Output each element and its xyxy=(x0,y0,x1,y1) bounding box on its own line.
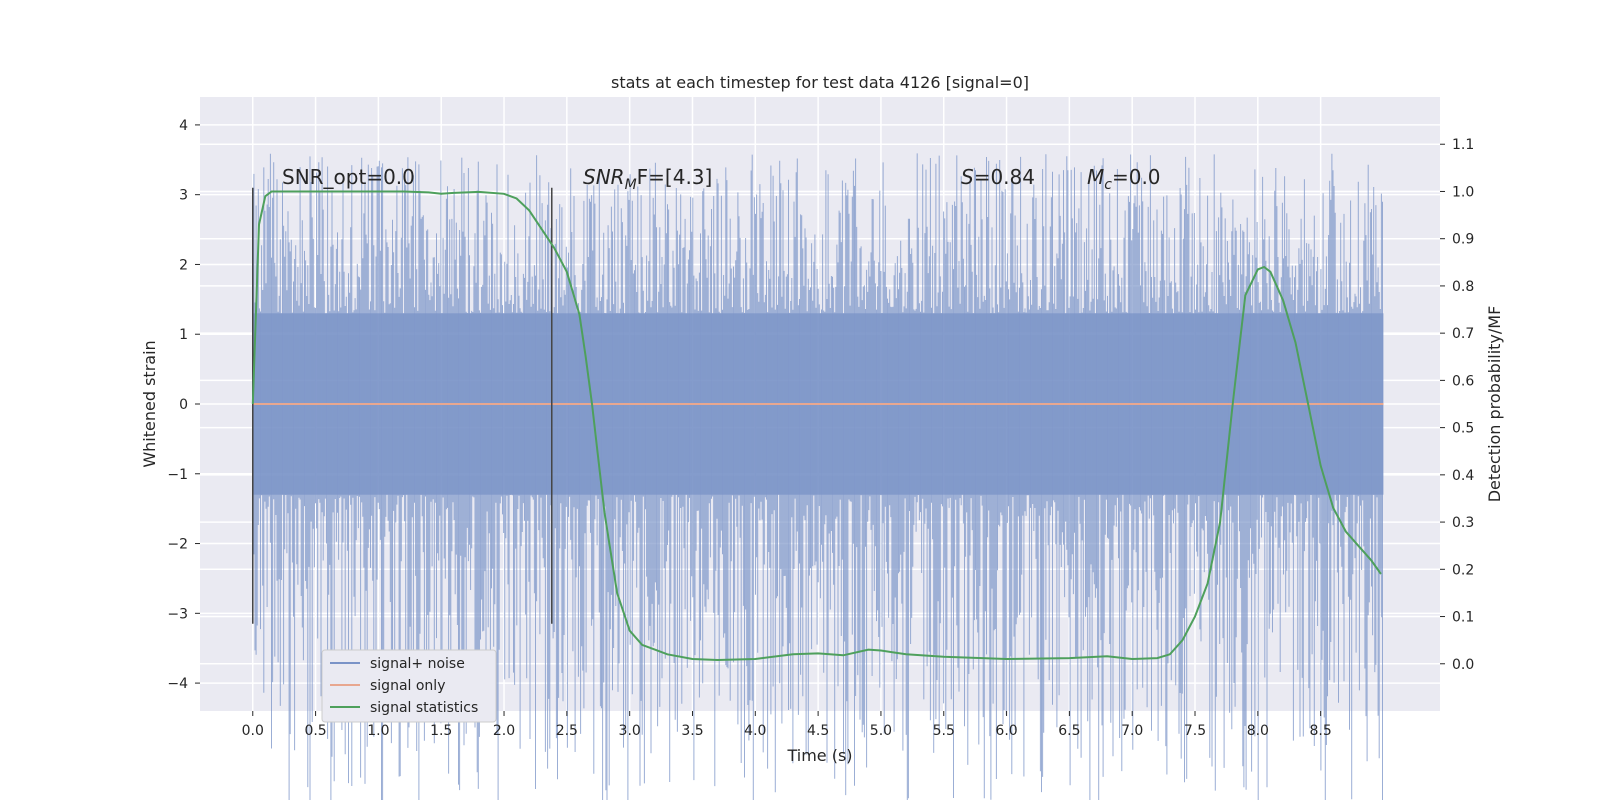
x-tick-label: 0.5 xyxy=(304,723,326,739)
x-tick-label: 6.0 xyxy=(995,723,1017,739)
y-axis-label: Whitened strain xyxy=(140,340,159,467)
legend-label-statistics: signal statistics xyxy=(370,700,478,716)
y-tick-label: −2 xyxy=(167,537,188,553)
y-tick-label: −4 xyxy=(167,676,188,692)
y2-tick-label: 0.7 xyxy=(1452,326,1474,342)
legend-label-noise: signal+ noise xyxy=(370,656,465,672)
y2-tick-label: 1.0 xyxy=(1452,184,1474,200)
signal-statistics-line xyxy=(251,190,1382,662)
annotation-s: S=0.84 xyxy=(961,165,1035,189)
x-axis-label: Time (s) xyxy=(786,746,852,765)
annotation-mc-italic: M xyxy=(1087,165,1104,189)
y-tick-label: −3 xyxy=(167,606,188,622)
y2-tick-label: 0.6 xyxy=(1452,373,1474,389)
x-tick-label: 4.5 xyxy=(807,723,829,739)
y2-tick-label: 0.4 xyxy=(1452,468,1474,484)
x-tick-label: 6.5 xyxy=(1058,723,1080,739)
legend-box xyxy=(321,649,497,723)
y-tick-label: −1 xyxy=(167,467,188,483)
annotation-mc: Mc=0.0 xyxy=(1087,165,1161,193)
y-tick-label: 0 xyxy=(179,397,188,413)
x-tick-label: 2.5 xyxy=(556,723,578,739)
x-tick-label: 3.0 xyxy=(619,723,641,739)
y-tick-label: 4 xyxy=(179,118,188,134)
y2-tick-label: 0.5 xyxy=(1452,421,1474,437)
x-tick-label: 7.5 xyxy=(1184,723,1206,739)
annotation-snr-opt: SNR_opt=0.0 xyxy=(282,165,415,189)
y-tick-label: 1 xyxy=(179,327,188,343)
x-tick-label: 7.0 xyxy=(1121,723,1143,739)
y-tick-label: 3 xyxy=(179,188,188,204)
y2-tick-label: 0.8 xyxy=(1452,279,1474,295)
y2-axis-label: Detection probability/MF xyxy=(1485,306,1504,503)
y2-tick-label: 0.3 xyxy=(1452,515,1474,531)
x-tick-label: 1.0 xyxy=(367,723,389,739)
x-tick-label: 1.5 xyxy=(430,723,452,739)
annotation-snr-mf-italic: SNR xyxy=(583,165,625,189)
annotation-snr-mf: SNRMF=[4.3] xyxy=(583,165,712,193)
x-tick-label: 0.0 xyxy=(242,723,264,739)
annotation-mc-rest: =0.0 xyxy=(1112,165,1161,189)
annotation-s-italic: S xyxy=(961,165,974,189)
ticks: 0.0 0.5 1.0 1.5 2.0 2.5 3.0 3.5 4.0 4.5 5.0 5.5 6.0 6… xyxy=(167,118,1474,739)
y2-tick-label: 0.2 xyxy=(1452,562,1474,578)
x-tick-label: 4.0 xyxy=(744,723,766,739)
y2-tick-label: 0.9 xyxy=(1452,232,1474,248)
x-tick-label: 3.5 xyxy=(681,723,703,739)
legend-label-signal-only: signal only xyxy=(370,678,445,694)
annotation-snr-mf-rest: F=[4.3] xyxy=(637,165,713,189)
y-tick-label: 2 xyxy=(179,257,188,273)
y2-tick-label: 0.0 xyxy=(1452,657,1474,673)
x-tick-label: 5.0 xyxy=(870,723,892,739)
annotation-snr-mf-sub: M xyxy=(625,177,637,193)
chart-title: stats at each timestep for test data 412… xyxy=(611,73,1029,92)
x-tick-label: 8.5 xyxy=(1310,723,1332,739)
legend: signal+ noise signal only signal statist… xyxy=(321,649,497,723)
x-tick-label: 5.5 xyxy=(933,723,955,739)
annotation-s-rest: =0.84 xyxy=(974,165,1035,189)
y2-tick-label: 1.1 xyxy=(1452,137,1474,153)
x-tick-label: 8.0 xyxy=(1247,723,1269,739)
y2-tick-label: 0.1 xyxy=(1452,610,1474,626)
annotation-mc-sub: c xyxy=(1104,177,1112,193)
x-tick-label: 2.0 xyxy=(493,723,515,739)
vertical-markers xyxy=(252,187,553,624)
